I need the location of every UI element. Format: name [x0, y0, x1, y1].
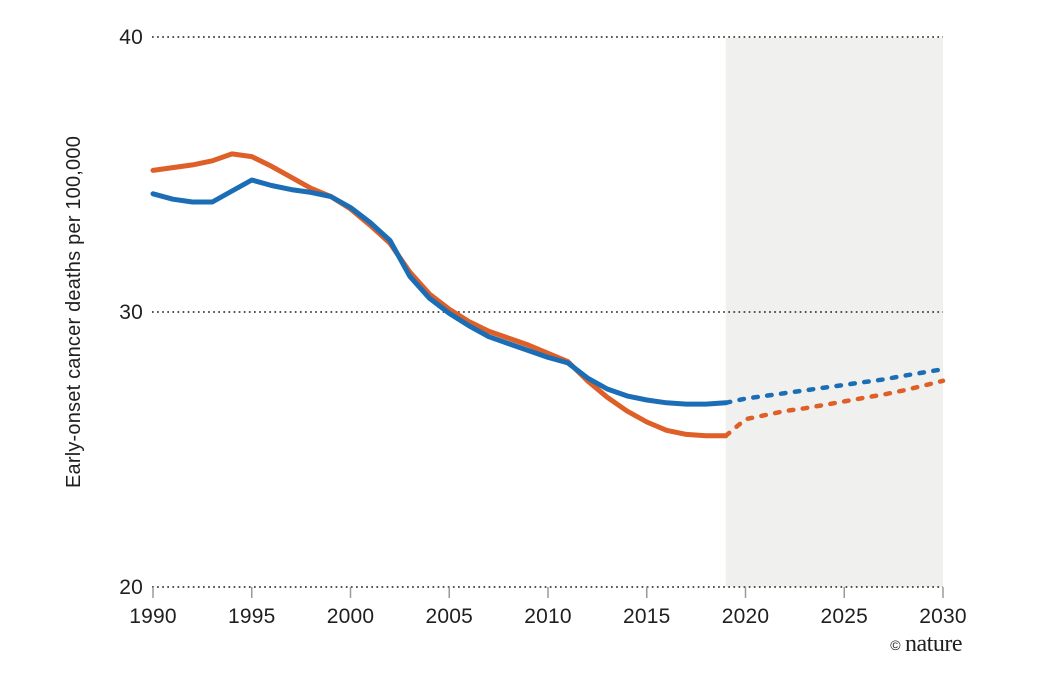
y-axis-labels: 20 30 40: [119, 26, 143, 599]
x-tick-label-1995: 1995: [228, 605, 276, 628]
x-axis-labels: 1990 1995 2000 2005 2010 2015 2020 2025 2030: [129, 605, 967, 628]
nature-watermark: © nature: [890, 631, 962, 657]
orange-line-projected: [723, 378, 946, 439]
x-tick-label-1990: 1990: [129, 605, 177, 628]
x-tick-label-2000: 2000: [327, 605, 375, 628]
x-axis-ticks: [152, 587, 944, 598]
y-axis-title: Early-onset cancer deaths per 100,000: [63, 136, 85, 488]
y-tick-label-40: 40: [119, 26, 143, 49]
blue-line-observed: [150, 177, 729, 407]
gridlines: [152, 36, 943, 588]
x-tick-label-2005: 2005: [425, 605, 473, 628]
blue-line-projected: [723, 366, 946, 406]
projection-band: [725, 38, 943, 587]
copyright-symbol: ©: [890, 637, 901, 653]
orange-line-observed: [150, 151, 729, 439]
nature-logo-text: nature: [905, 631, 962, 657]
x-tick-label-2010: 2010: [524, 605, 572, 628]
y-tick-label-30: 30: [119, 301, 143, 324]
x-tick-label-2020: 2020: [722, 605, 770, 628]
x-tick-label-2025: 2025: [820, 605, 868, 628]
x-tick-label-2015: 2015: [623, 605, 671, 628]
x-tick-label-2030: 2030: [919, 605, 967, 628]
series-group: [150, 151, 946, 439]
y-tick-label-20: 20: [119, 576, 143, 599]
